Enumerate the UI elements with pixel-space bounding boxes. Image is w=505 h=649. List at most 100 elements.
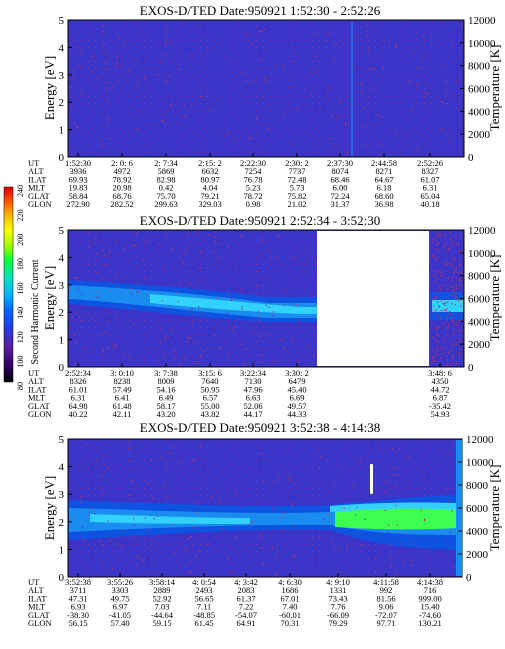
energy-tick-label: 0 — [59, 362, 65, 374]
panel-3-band-green-edge — [330, 502, 458, 512]
noise-speckle — [388, 524, 390, 526]
noise-speckle — [262, 562, 264, 564]
noise-speckle — [92, 241, 94, 244]
noise-speckle — [377, 489, 379, 491]
noise-speckle — [452, 259, 454, 261]
panel-3-spike — [370, 464, 373, 494]
noise-speckle — [433, 354, 436, 356]
noise-speckle — [389, 543, 391, 545]
noise-speckle — [136, 556, 138, 558]
noise-speckle — [77, 280, 79, 282]
noise-speckle — [435, 340, 437, 342]
noise-speckle — [262, 52, 265, 54]
noise-speckle — [360, 461, 362, 463]
noise-speckle — [240, 235, 242, 237]
noise-speckle — [198, 306, 200, 308]
ephemeris-cell: 6.63 — [246, 393, 261, 403]
noise-speckle — [433, 298, 435, 300]
noise-speckle — [331, 115, 333, 117]
noise-speckle — [433, 356, 435, 358]
noise-speckle — [99, 487, 101, 489]
noise-speckle — [160, 329, 162, 331]
noise-speckle — [283, 348, 285, 350]
noise-speckle — [184, 115, 186, 117]
noise-speckle — [198, 550, 200, 552]
ephemeris-cell: 61.01 — [68, 384, 87, 394]
noise-speckle — [458, 238, 461, 240]
noise-speckle — [278, 479, 280, 481]
noise-speckle — [73, 556, 75, 558]
noise-speckle — [234, 527, 237, 529]
noise-speckle — [337, 116, 339, 118]
noise-speckle — [207, 91, 209, 93]
ephemeris-cell: 50.95 — [200, 384, 219, 394]
noise-speckle — [438, 282, 440, 284]
noise-speckle — [159, 253, 161, 255]
noise-speckle — [292, 303, 294, 305]
temperature-tick-label: 8000 — [466, 480, 489, 492]
noise-speckle — [99, 334, 101, 337]
noise-speckle — [101, 145, 103, 147]
noise-speckle — [310, 93, 312, 96]
noise-speckle — [156, 515, 158, 517]
noise-speckle — [455, 293, 457, 295]
noise-speckle — [74, 277, 76, 279]
ephemeris-cell: 3936 — [70, 166, 87, 176]
noise-speckle — [329, 87, 331, 89]
noise-speckle — [79, 236, 81, 238]
noise-speckle — [263, 296, 265, 299]
temperature-tick-label: 4000 — [466, 526, 489, 538]
noise-speckle — [459, 264, 461, 266]
noise-speckle — [136, 291, 138, 293]
noise-speckle — [95, 354, 97, 356]
noise-speckle — [272, 314, 274, 316]
noise-speckle — [265, 142, 267, 144]
noise-speckle — [447, 324, 450, 326]
noise-speckle — [190, 251, 192, 253]
noise-speckle — [292, 338, 294, 340]
noise-speckle — [220, 243, 222, 245]
ephemeris-cell: 3:52:38 — [65, 577, 91, 587]
noise-speckle — [444, 309, 446, 311]
noise-speckle — [460, 305, 462, 308]
energy-tick-label: 0 — [59, 572, 65, 584]
noise-speckle — [240, 336, 242, 338]
noise-speckle — [370, 87, 372, 89]
ephemeris-cell: 282.52 — [110, 199, 133, 209]
noise-speckle — [449, 238, 452, 240]
noise-speckle — [159, 62, 161, 64]
noise-speckle — [266, 106, 268, 108]
panel-2-temperature-label: Temperature [K] — [487, 255, 502, 342]
noise-speckle — [360, 82, 362, 84]
noise-speckle — [136, 232, 138, 234]
noise-speckle — [276, 555, 278, 557]
panel-3-temperature-label: Temperature [K] — [487, 465, 502, 552]
noise-speckle — [133, 339, 136, 341]
noise-speckle — [442, 303, 444, 305]
noise-speckle — [259, 335, 261, 337]
noise-speckle — [75, 363, 77, 365]
ephemeris-cell: 6.93 — [71, 602, 86, 612]
noise-speckle — [264, 77, 266, 79]
noise-speckle — [276, 63, 279, 66]
ephemeris-cell: 72.48 — [287, 174, 306, 184]
noise-speckle — [78, 317, 81, 319]
noise-speckle — [440, 318, 442, 320]
noise-speckle — [101, 445, 103, 447]
noise-speckle — [281, 529, 283, 531]
ephemeris-row-label: ALT — [28, 376, 45, 386]
noise-speckle — [453, 295, 455, 297]
noise-speckle — [250, 137, 252, 139]
noise-speckle — [174, 552, 176, 554]
noise-speckle — [457, 272, 459, 274]
noise-speckle — [203, 35, 205, 38]
noise-speckle — [98, 475, 100, 477]
noise-speckle — [455, 315, 457, 317]
noise-speckle — [107, 347, 109, 349]
noise-speckle — [365, 145, 367, 147]
ephemeris-cell: 8009 — [158, 376, 175, 386]
ephemeris-cell: 70.31 — [280, 618, 299, 628]
ephemeris-cell: 58.17 — [156, 401, 175, 411]
noise-speckle — [208, 543, 210, 545]
ephemeris-cell: 2: 0: 6 — [111, 158, 133, 168]
